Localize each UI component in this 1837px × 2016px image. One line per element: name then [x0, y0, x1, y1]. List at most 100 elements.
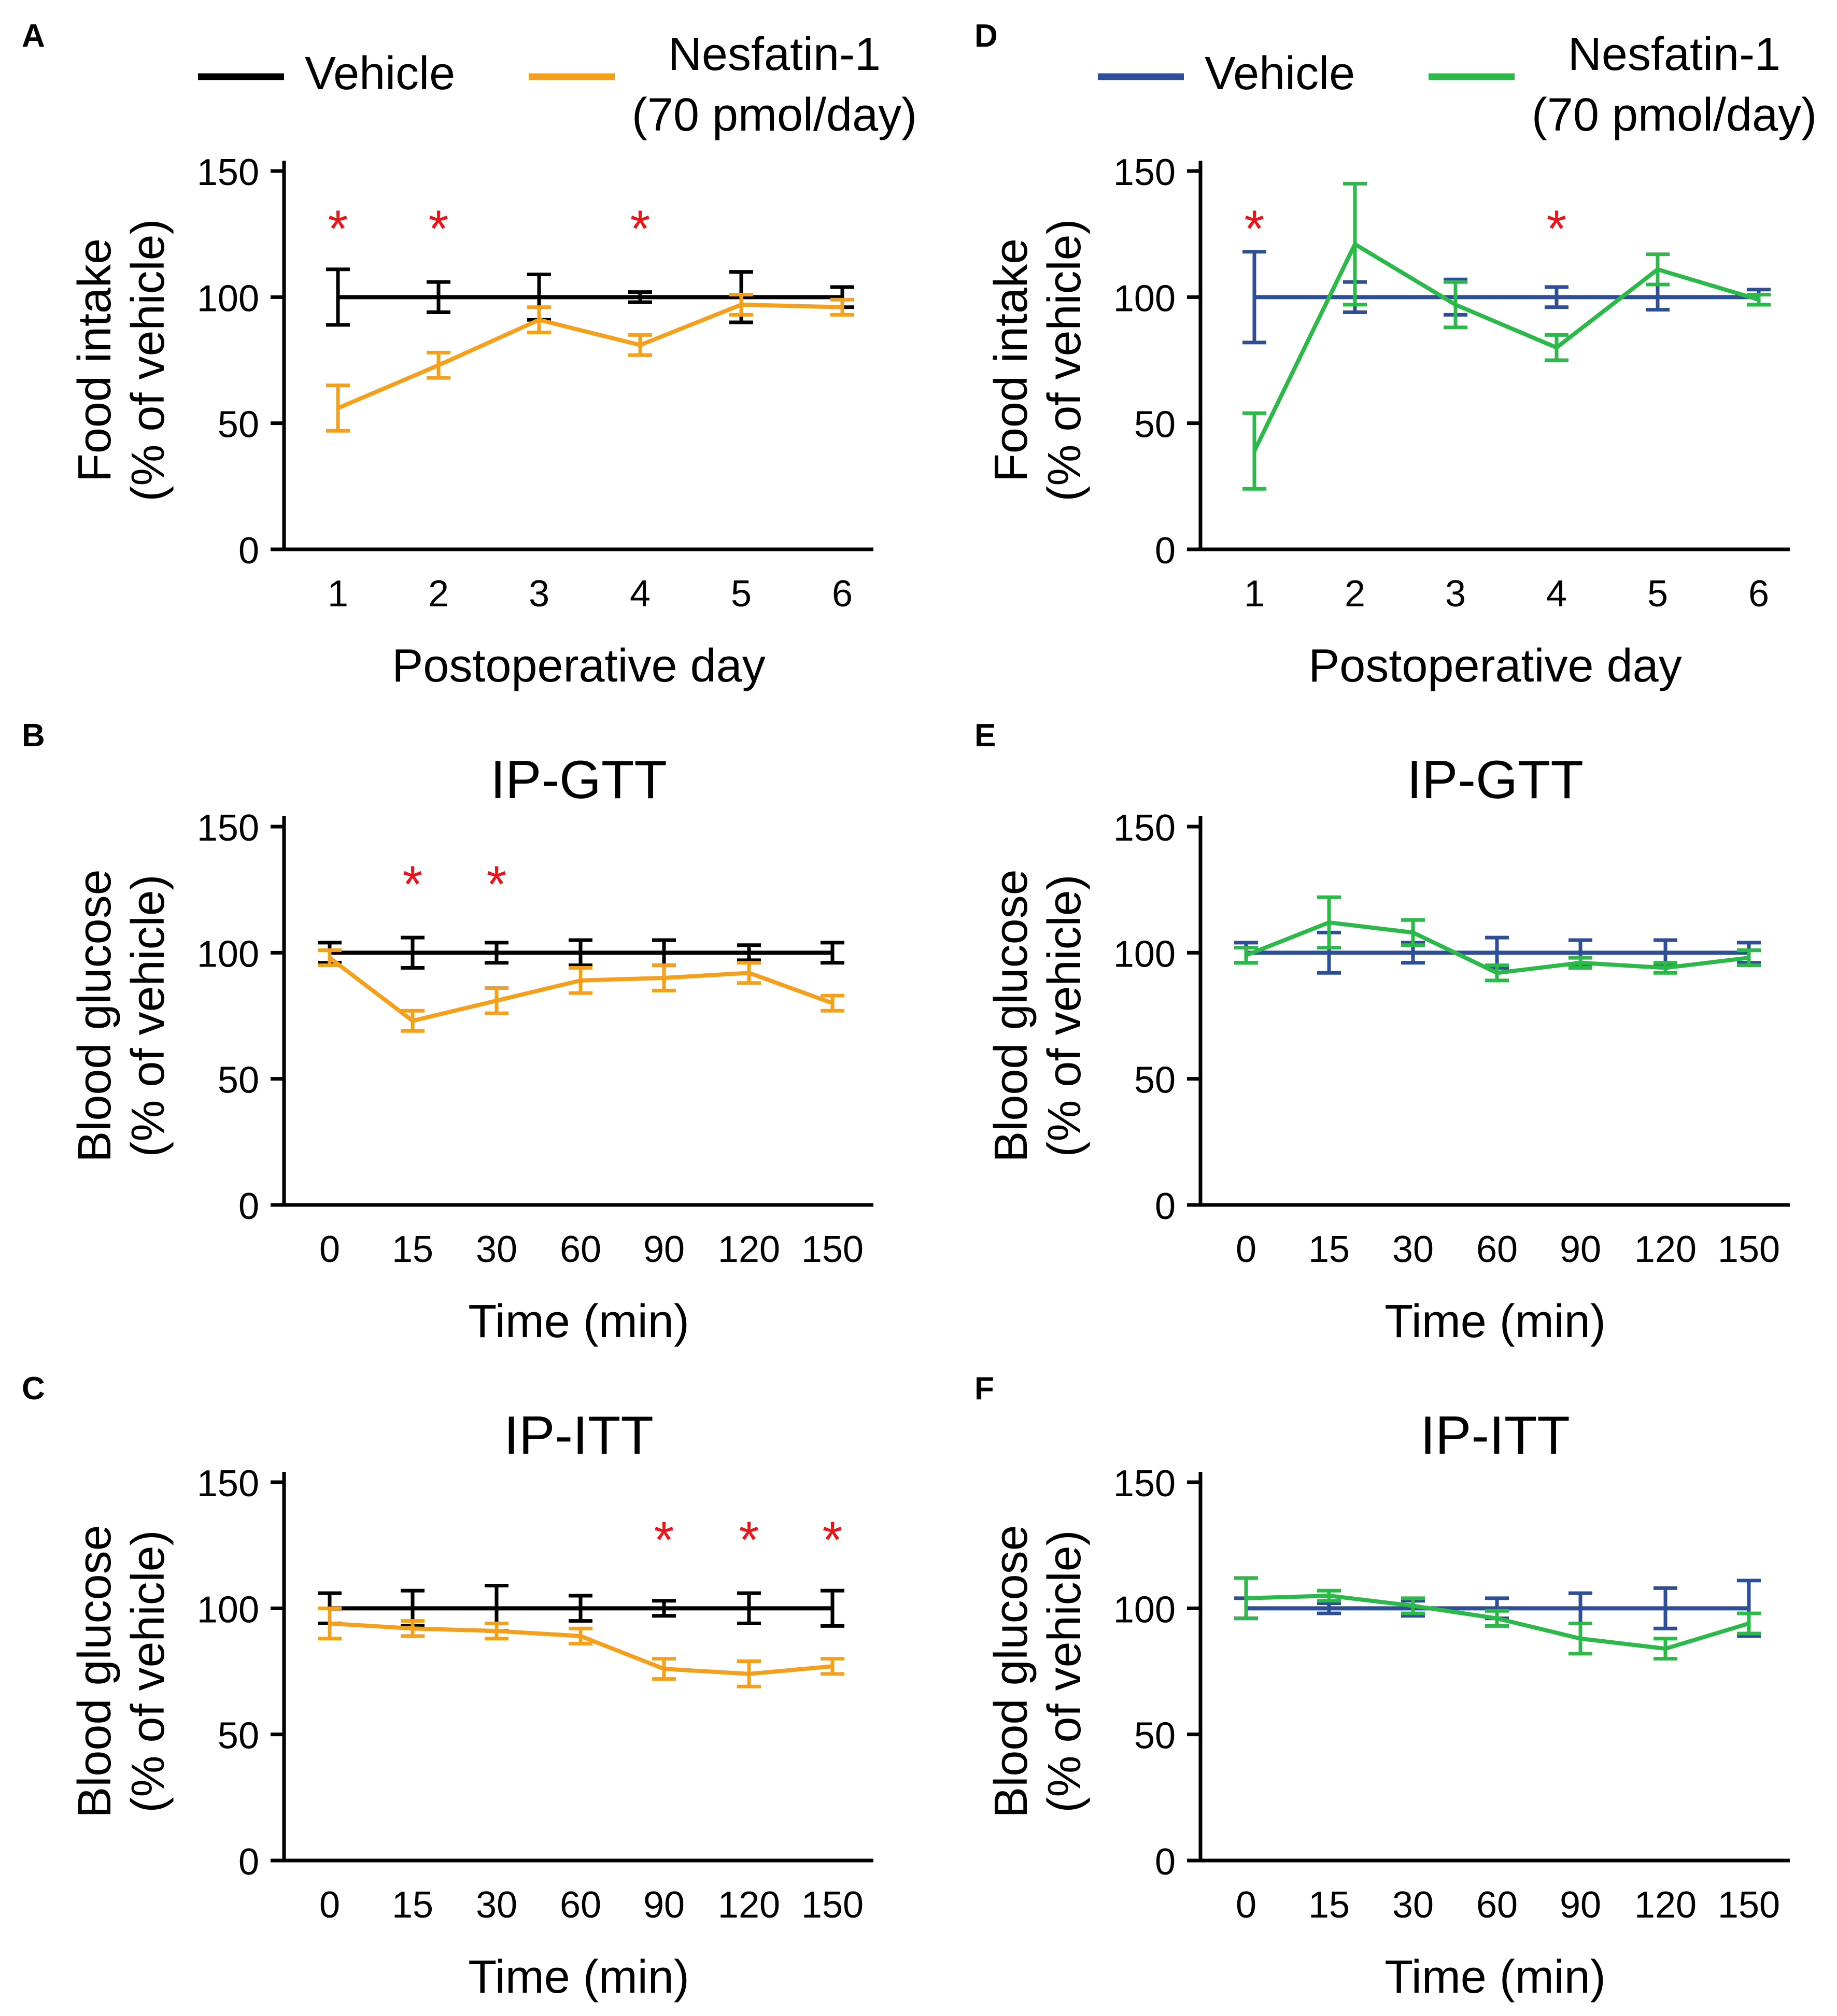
panel-f-x-tick-label: 15 — [1308, 1884, 1350, 1926]
panel-c-significance-marker: * — [654, 1511, 674, 1569]
panel-b-y-label: Blood glucose — [69, 869, 121, 1162]
panel-d-x-tick-label: 1 — [1244, 573, 1265, 615]
panel-c-x-tick-label: 120 — [718, 1884, 780, 1926]
panel-b-significance-marker: * — [403, 856, 423, 914]
panel-d-significance-marker: * — [1547, 200, 1567, 258]
panel-a-significance-marker: * — [429, 200, 449, 258]
panel-e-y-tick-label: 50 — [1134, 1060, 1176, 1101]
panel-f-x-tick-label: 60 — [1476, 1884, 1518, 1926]
panel-f-y-tick-label: 0 — [1155, 1841, 1176, 1883]
panel-f-x-tick-label: 0 — [1236, 1884, 1256, 1926]
panel-d: D 0 50 100 150 1 2 3 4 5 6 Postoperative day Food in… — [974, 18, 1790, 692]
panel-c-x-tick-label: 0 — [319, 1884, 340, 1926]
panel-a-x-tick-label: 6 — [832, 573, 853, 615]
panel-a-letter: A — [22, 18, 45, 54]
panel-a-y-tick-label: 0 — [238, 530, 259, 572]
panel-a-x-label: Postoperative day — [392, 640, 765, 692]
panel-f-y-label: Blood glucose — [985, 1525, 1037, 1818]
panel-b-x-tick-label: 150 — [801, 1229, 864, 1270]
panel-f-x-tick-label: 120 — [1634, 1884, 1697, 1926]
panel-f-x-tick-label: 90 — [1560, 1884, 1601, 1926]
panel-d-y-tick-label: 150 — [1113, 152, 1176, 193]
legend-right-nesfatin-label: Nesfatin-1 — [1568, 29, 1781, 80]
panel-e-y-tick-label: 100 — [1113, 933, 1176, 975]
panel-f-y-tick-label: 150 — [1113, 1463, 1176, 1504]
panel-b-significance-marker: * — [487, 856, 507, 914]
panel-b-x-tick-label: 120 — [718, 1229, 780, 1270]
panel-a: A 0 50 100 150 1 2 3 4 5 6 Postoperative day Food in… — [22, 18, 873, 692]
panel-c-x-tick-label: 90 — [643, 1884, 685, 1926]
panel-c-x-tick-label: 15 — [392, 1884, 433, 1926]
panel-d-nesfatin-line — [1252, 242, 1760, 452]
panel-d-significance-marker: * — [1245, 200, 1265, 258]
panel-d-x-tick-label: 6 — [1748, 573, 1769, 615]
panel-e-x-tick-label: 150 — [1718, 1229, 1780, 1270]
panel-c-significance-marker: * — [739, 1511, 759, 1569]
panel-f-y-tick-label: 100 — [1113, 1589, 1176, 1630]
panel-c-y-tick-label: 150 — [197, 1463, 259, 1504]
panel-e: E IP-GTT 0 50 100 150 0 15 30 60 90 120 150 Time (min… — [974, 718, 1790, 1347]
panel-a-y-label: Food intake — [69, 238, 121, 482]
panel-d-letter: D — [974, 18, 998, 54]
panel-a-x-tick-label: 4 — [630, 573, 651, 615]
legend-right-vehicle-label: Vehicle — [1205, 48, 1355, 100]
panel-c-y-tick-label: 100 — [197, 1589, 259, 1630]
panel-b-x-label: Time (min) — [468, 1296, 689, 1347]
panel-a-y-tick-label: 50 — [218, 404, 259, 446]
panel-f-x-tick-label: 30 — [1392, 1884, 1434, 1926]
panel-d-x-label: Postoperative day — [1308, 640, 1681, 692]
panel-b-y-tick-label: 100 — [197, 933, 259, 975]
panel-b-x-tick-label: 90 — [643, 1229, 685, 1270]
panel-d-y-tick-label: 0 — [1155, 530, 1176, 572]
panel-e-x-tick-label: 15 — [1308, 1229, 1350, 1270]
panel-d-x-tick-label: 4 — [1546, 573, 1567, 615]
panel-b-y-tick-label: 0 — [238, 1186, 259, 1227]
legend-left-nesfatin-sublabel: (70 pmol/day) — [632, 89, 917, 141]
panel-c-x-tick-label: 60 — [560, 1884, 601, 1926]
panel-b-title: IP-GTT — [490, 750, 667, 810]
panel-e-x-tick-label: 120 — [1634, 1229, 1697, 1270]
panel-c-x-label: Time (min) — [468, 1951, 689, 2003]
panel-a-significance-marker: * — [328, 200, 348, 258]
panel-b-x-tick-label: 15 — [392, 1229, 433, 1270]
panel-c-y-tick-label: 50 — [218, 1715, 259, 1757]
panel-a-significance-marker: * — [630, 200, 651, 258]
panel-f-y-label-2: (% of vehicle) — [1039, 1530, 1091, 1812]
panel-d-y-label-2: (% of vehicle) — [1039, 219, 1091, 501]
panel-a-y-tick-label: 100 — [197, 278, 259, 319]
panel-e-x-tick-label: 0 — [1236, 1229, 1256, 1270]
panel-c-significance-marker: * — [823, 1511, 843, 1569]
panel-e-x-label: Time (min) — [1384, 1296, 1606, 1347]
panel-c-x-tick-label: 30 — [476, 1884, 517, 1926]
panel-c-x-tick-label: 150 — [801, 1884, 864, 1926]
panel-f-x-tick-label: 150 — [1718, 1884, 1780, 1926]
panel-e-y-label-2: (% of vehicle) — [1039, 874, 1091, 1157]
panel-d-y-tick-label: 100 — [1113, 278, 1176, 319]
panel-e-y-label: Blood glucose — [985, 869, 1037, 1162]
panel-d-x-tick-label: 5 — [1647, 573, 1668, 615]
panel-a-y-label-2: (% of vehicle) — [122, 219, 174, 501]
panel-e-x-tick-label: 90 — [1560, 1229, 1601, 1270]
panel-e-y-tick-label: 150 — [1113, 807, 1176, 849]
panel-e-title: IP-GTT — [1407, 750, 1584, 810]
legend-left-vehicle-label: Vehicle — [305, 48, 455, 100]
panel-c-y-label-2: (% of vehicle) — [122, 1530, 174, 1812]
panel-c-y-tick-label: 0 — [238, 1841, 259, 1883]
panel-b-x-tick-label: 60 — [560, 1229, 601, 1270]
panel-a-x-tick-label: 3 — [529, 573, 549, 615]
legend-left: Vehicle Nesfatin-1 (70 pmol/day) — [198, 29, 917, 141]
panel-a-y-tick-label: 150 — [197, 152, 259, 193]
panel-d-x-tick-label: 2 — [1345, 573, 1365, 615]
panel-b-y-tick-label: 50 — [218, 1060, 259, 1101]
panel-f-y-tick-label: 50 — [1134, 1715, 1176, 1757]
panel-f-x-label: Time (min) — [1384, 1951, 1606, 2003]
panel-d-y-label: Food intake — [985, 238, 1037, 482]
panel-c-y-label: Blood glucose — [69, 1525, 121, 1818]
legend-right-nesfatin-sublabel: (70 pmol/day) — [1532, 89, 1817, 141]
panel-b-x-tick-label: 30 — [476, 1229, 517, 1270]
panel-b-x-tick-label: 0 — [319, 1229, 340, 1270]
panel-e-x-tick-label: 60 — [1476, 1229, 1518, 1270]
panel-a-nesfatin-line — [337, 302, 843, 410]
panel-a-x-tick-label: 2 — [428, 573, 449, 615]
